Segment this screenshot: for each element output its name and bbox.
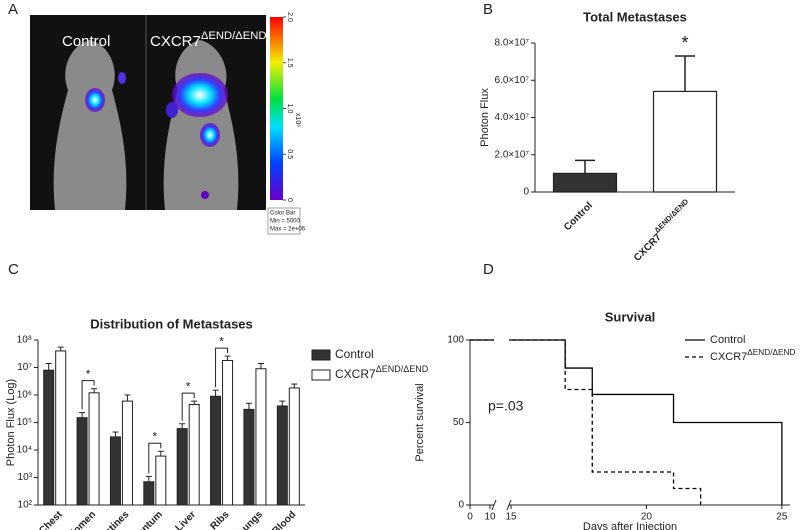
y-tick-label: 100 [447,335,464,346]
bar [652,90,718,193]
significance-bracket [148,442,162,474]
axis-break-gap [494,335,509,510]
image-label: Control [62,33,110,50]
legend-label: Control [710,334,745,346]
y-tick-label: 4.0×10⁷ [495,112,530,123]
annotation: * [681,33,688,53]
x-tick-label: Intestines [91,509,132,530]
y-tick-label: 0 [523,187,529,198]
significance-label: * [152,429,157,443]
legend-label: CXCR7ΔEND/ΔEND [335,364,429,381]
bar [109,436,121,506]
bar [243,408,255,506]
significance-label: * [86,367,91,381]
panel-label: D [483,261,494,278]
bar [276,405,288,506]
y-tick-label: 10⁴ [17,445,32,456]
mouse-image [30,15,283,210]
x-tick-label: Lungs [236,509,265,530]
bar [188,404,200,506]
y-tick-label: 10⁵ [17,417,32,428]
chart-title: Distribution of Metastases [90,316,253,331]
colorbar-note: Min = 5000 [270,219,301,225]
x-tick-label: Blood [270,509,298,530]
colorbar-note: Max = 2e+06 [270,227,306,233]
colorbar-unit: x10⁶ [294,113,301,127]
colorbar-tick-label: 1.5 [286,58,293,68]
x-tick-label: 15 [505,512,517,523]
bar [121,400,133,506]
bar [76,417,88,506]
colorbar-tick-label: 1.0 [286,104,293,114]
x-tick-label: 10 [484,512,496,523]
y-tick-label: 2.0×10⁷ [495,149,530,160]
x-tick-label: Ribs [208,509,231,530]
bar [155,455,167,506]
legend-swatch [311,369,331,381]
significance-bracket [81,380,95,410]
y-tick-label: 50 [453,417,465,428]
bar [176,428,188,506]
bar [210,395,222,506]
y-axis-label: Photon Flux [479,88,491,147]
y-tick-label: 6.0×10⁷ [495,75,530,86]
bar [552,172,618,193]
colorbar-note: Color Bar [270,211,295,217]
x-axis-label: Days after Injection [583,521,677,530]
bar [255,368,267,506]
legend-label: Control [335,347,374,361]
y-tick-label: 0 [458,500,464,511]
panel-label: A [8,1,18,18]
significance-bracket [215,347,229,388]
y-tick-label: 10⁸ [17,335,32,346]
colorbar-note-box [267,207,301,235]
legend-swatch [311,349,331,361]
panel-label: C [8,261,19,278]
colorbar-tick-label: 0 [286,198,293,202]
legend-label: CXCR7ΔEND/ΔEND [710,348,795,363]
x-tick-label: Omentum [124,509,165,530]
bar [143,481,155,506]
y-tick-label: 8.0×10⁷ [495,38,530,49]
significance-label: * [219,334,224,348]
y-tick-label: 10⁶ [17,390,32,401]
chart-title: Total Metastases [583,9,687,24]
x-tick-label: 0 [467,512,473,523]
survival-line [470,339,783,505]
x-tick-label: 25 [776,512,788,523]
significance-label: * [186,379,191,393]
panel-label: B [483,1,493,18]
x-tick-label: Chest [37,509,65,530]
x-tick-label: CXCR7ΔEND/ΔEND [629,197,696,264]
bar [55,350,67,506]
axis-break-mark [506,499,512,511]
y-tick-label: 10³ [18,472,33,483]
bar [288,387,300,506]
x-tick-label: Control [562,200,595,233]
significance-bracket [181,392,195,421]
x-tick-label: 20 [641,512,653,523]
bar [222,359,234,506]
survival-line [470,339,702,505]
chart-title: Survival [605,309,656,324]
axis-break-mark [491,499,497,511]
image-label: CXCR7ΔEND/ΔEND [150,30,267,50]
x-tick-label: Abdomen [58,509,98,530]
bar [43,369,55,506]
y-tick-label: 10² [18,500,33,511]
colorbar-tick-label: 0.5 [286,149,293,159]
bar [88,392,100,506]
y-axis-label: Photon Flux (Log) [5,379,17,466]
annotation: p=.03 [488,398,524,414]
y-axis-label: Percent survival [414,383,426,461]
x-tick-label: Liver [173,509,198,530]
colorbar-tick-label: 2.0 [286,12,293,22]
y-tick-label: 10⁷ [17,362,32,373]
